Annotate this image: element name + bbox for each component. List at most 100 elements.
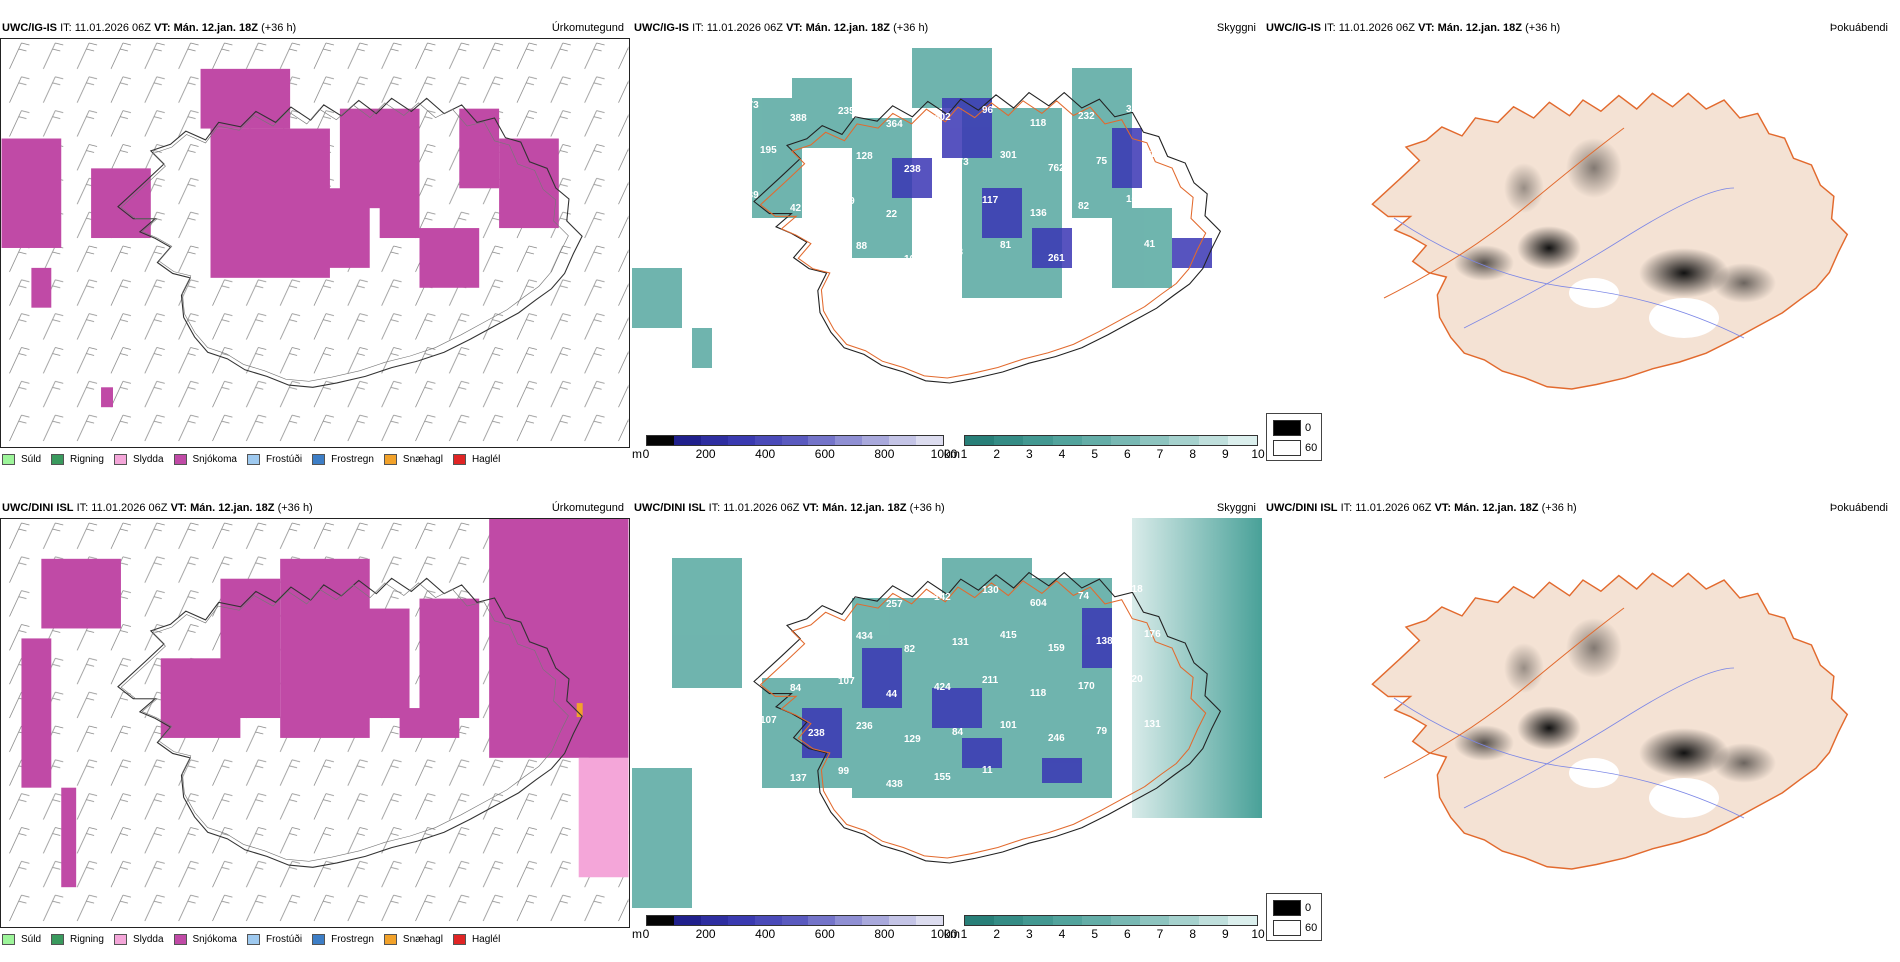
colorbar-cell (754, 436, 782, 445)
vt-label: VT: (786, 22, 803, 34)
fog-panel-top: UWC/IG-IS IT: 11.01.2026 06Z VT: Mán. 12… (1264, 12, 1894, 482)
colorbar-tick-label: 6 (1123, 927, 1131, 941)
colorbar-cell (1052, 916, 1082, 925)
model-name: UWC/DINI ISL (2, 502, 74, 514)
cloud-base-label: 107 (838, 676, 855, 687)
panel-header: UWC/IG-IS IT: 11.01.2026 06Z VT: Mán. 12… (1266, 22, 1560, 34)
fog-label-min: 0 (1305, 422, 1312, 434)
colorbar-tick-label: 1 (960, 927, 968, 941)
height-colorbar: 0 200 400 600 800 1000 (643, 435, 957, 469)
cloud-base-label: 261 (1048, 253, 1065, 264)
cloud-base-label: 42 (742, 760, 754, 771)
vt-label: VT: (802, 502, 820, 514)
legend-label: Snjókoma (192, 933, 237, 945)
legend-item: Súld (2, 933, 41, 945)
cloud-base-label: 434 (856, 631, 873, 642)
panel-header: UWC/DINI ISL IT: 11.01.2026 06Z VT: Mán.… (2, 502, 313, 514)
cloud-base-label: 402 (934, 112, 951, 123)
colorbar-cell (889, 916, 917, 925)
colorbar-tick-label: 600 (814, 927, 835, 941)
it-value: 11.01.2026 06Z (706, 22, 783, 34)
swatch (383, 453, 397, 465)
precip-legend: Súld Rigning Slydda Snjókoma Frostúði Fr… (2, 928, 628, 950)
cloud-base-label: 36 (934, 202, 946, 213)
legend-label: Rigning (70, 933, 104, 945)
colorbar-tick-label: 800 (874, 447, 895, 461)
cloud-base-label: 22 (886, 209, 898, 220)
colorbar-cell (781, 916, 809, 925)
it-label: IT: (708, 502, 721, 514)
cloud-base-label: 11 (982, 765, 993, 776)
legend-label: Frostregn (331, 933, 374, 945)
vt-label: VT: (1434, 502, 1452, 514)
colorbar-cell (808, 916, 836, 925)
colorbar-swatches (646, 915, 944, 926)
cloud-base-label: 130 (982, 585, 999, 596)
colorbar-cell (808, 436, 836, 445)
colorbar-tick-label: 5 (1091, 447, 1098, 461)
cloud-base-label: 762 (1048, 163, 1065, 174)
it-label: IT: (60, 22, 72, 34)
fog-legend-top: 0 60 (1266, 413, 1322, 461)
vt-label: VT: (170, 502, 188, 514)
colorbar-labels: 1 2 3 4 5 6 7 8 9 10 (961, 447, 1265, 461)
colorbar-tick-label: 7 (1156, 927, 1164, 941)
legend-item: Frostúði (246, 933, 302, 945)
colorbar-cell (862, 916, 890, 925)
legend-item: Frostregn (312, 933, 374, 945)
colorbar-cell (1111, 916, 1141, 925)
cloud-base-label: 155 (934, 772, 951, 783)
cloud-base-label: 159 (1048, 643, 1065, 654)
cloud-base-label: 210 (760, 235, 777, 246)
cloud-base-label: 74 (1078, 591, 1090, 602)
visibility-unit: km (944, 447, 960, 461)
colorbar-tick-label: 1000 (930, 927, 958, 941)
cloud-base-label: 170 (1078, 681, 1095, 692)
swatch (51, 453, 65, 465)
lead-time: (+36 h) (909, 502, 945, 514)
cloud-base-label: 364 (886, 119, 903, 130)
colorbar-cell (1140, 436, 1170, 445)
colorbar-tick-label: 6 (1123, 447, 1131, 461)
legend-item: Rigning (51, 453, 104, 465)
fog-swatch-dark (1273, 420, 1301, 436)
cloud-base-label: 117 (982, 195, 999, 206)
cloud-base-label: 415 (1000, 630, 1017, 641)
model-name: UWC/DINI ISL (634, 502, 706, 514)
colorbar-tick-label: 5 (1091, 927, 1098, 941)
swatch (173, 453, 187, 465)
visibility-unit: km (944, 927, 960, 941)
legend-label: Snjókoma (192, 453, 237, 465)
fog-map (1264, 38, 1894, 448)
legend-item: Snjókoma (173, 453, 237, 465)
panel-header: UWC/DINI ISL IT: 11.01.2026 06Z VT: Mán.… (1266, 502, 1577, 514)
cloud-base-label: 138 (1096, 636, 1113, 647)
colorbar-cell (835, 916, 863, 925)
legend-label: Súld (21, 453, 42, 465)
colorbar-tick-label: 10 (1251, 927, 1265, 941)
model-name: UWC/IG-IS (2, 22, 57, 34)
colorbar-tick-label: 400 (755, 447, 776, 461)
cloud-base-label: 88 (856, 241, 868, 252)
cloud-base-label: 320 (1126, 104, 1143, 115)
colorbar-labels: 0 200 400 600 800 1000 (643, 927, 958, 941)
legend-item: Haglél (452, 453, 500, 465)
cloud-base-label: 573 (742, 100, 759, 111)
colorbar-cell (1227, 916, 1258, 925)
colorbar-cell (700, 436, 728, 445)
vt-label: VT: (154, 22, 171, 34)
cloud-base-label: 75 (1096, 156, 1108, 167)
colorbar-cell (1227, 436, 1258, 445)
colorbar-tick-label: 8 (1189, 927, 1196, 941)
cloud-base-label: 42 (790, 203, 802, 214)
cloud-panel-top: UWC/IG-IS IT: 11.01.2026 06Z VT: Mán. 12… (632, 12, 1265, 482)
model-name: UWC/IG-IS (1266, 22, 1321, 34)
cloud-base-label: 219 (1144, 149, 1161, 160)
colorbar-cell (994, 916, 1024, 925)
legend-label: Snæhagl (402, 453, 443, 465)
swatch (246, 933, 260, 945)
colorbar-cell (1140, 916, 1170, 925)
cloud-base-label: 41 (1144, 239, 1156, 250)
cloud-map: 573 388 235 364 402 96 118 232 320 195 100 128 238 37… (632, 38, 1262, 448)
colorbar-cell (727, 916, 755, 925)
